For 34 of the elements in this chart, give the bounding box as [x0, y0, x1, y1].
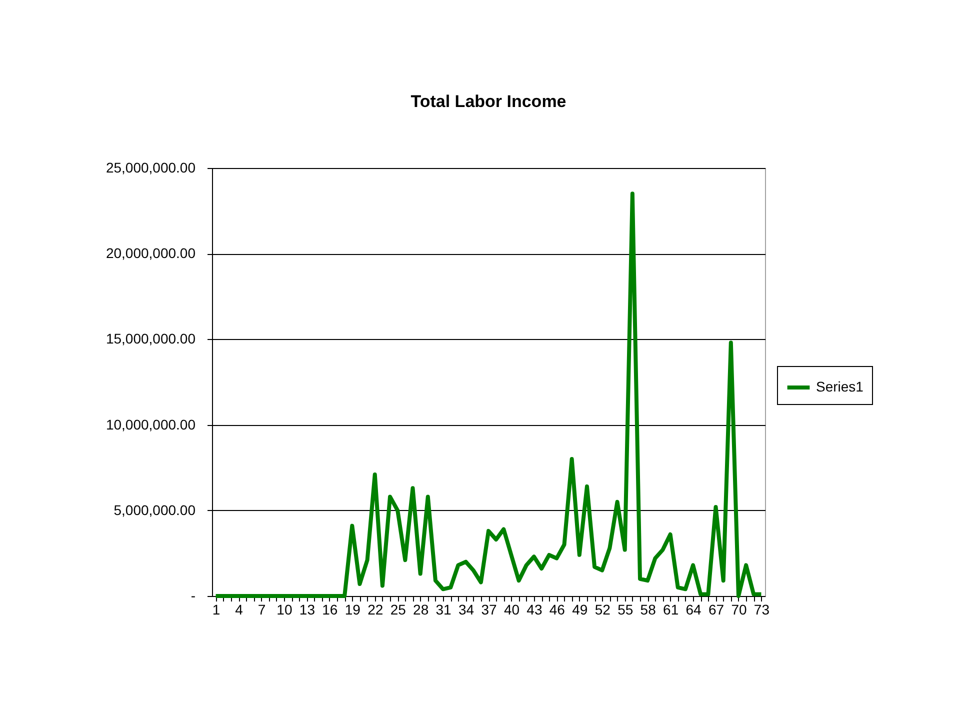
y-tick-label: 25,000,000.00 [106, 160, 196, 176]
line-series [214, 192, 764, 598]
x-tick-label: 64 [686, 602, 702, 618]
x-tick-label: 40 [504, 602, 520, 618]
x-tick-label: 46 [549, 602, 566, 618]
x-tick-label: 25 [390, 602, 406, 618]
x-tick-label: 37 [481, 602, 497, 618]
chart-title: Total Labor Income [410, 92, 566, 111]
y-tick-label: 5,000,000.00 [114, 502, 196, 518]
x-tick-label: 67 [708, 602, 724, 618]
x-tick-label: 31 [436, 602, 452, 618]
x-tick-label: 52 [594, 602, 611, 618]
x-tick-label: 49 [572, 602, 588, 618]
y-tick-label: - [190, 588, 196, 604]
x-tick-label: 4 [235, 602, 244, 618]
x-tick-label: 13 [299, 602, 316, 618]
y-tick-label: 15,000,000.00 [106, 330, 196, 347]
x-tick-label: 1 [212, 602, 220, 618]
x-tick-label: 43 [526, 602, 542, 618]
x-tick-label: 16 [322, 602, 338, 618]
x-tick-label: 70 [731, 602, 747, 618]
x-tick-label: 19 [344, 602, 361, 618]
x-tick-label: 28 [413, 602, 429, 618]
x-tick-label: 73 [754, 602, 770, 618]
x-tick-label: 34 [458, 602, 474, 618]
x-tick-label: 22 [368, 602, 384, 618]
legend-label: Series1 [816, 378, 864, 394]
y-tick-label: 20,000,000.00 [106, 245, 196, 262]
x-tick-label: 7 [258, 602, 266, 618]
x-tick-label: 61 [663, 602, 679, 618]
y-tick-label: 10,000,000.00 [106, 416, 196, 432]
x-tick-label: 10 [276, 602, 292, 618]
x-tick-label: 55 [618, 602, 634, 618]
x-tick-label: 58 [640, 602, 656, 618]
